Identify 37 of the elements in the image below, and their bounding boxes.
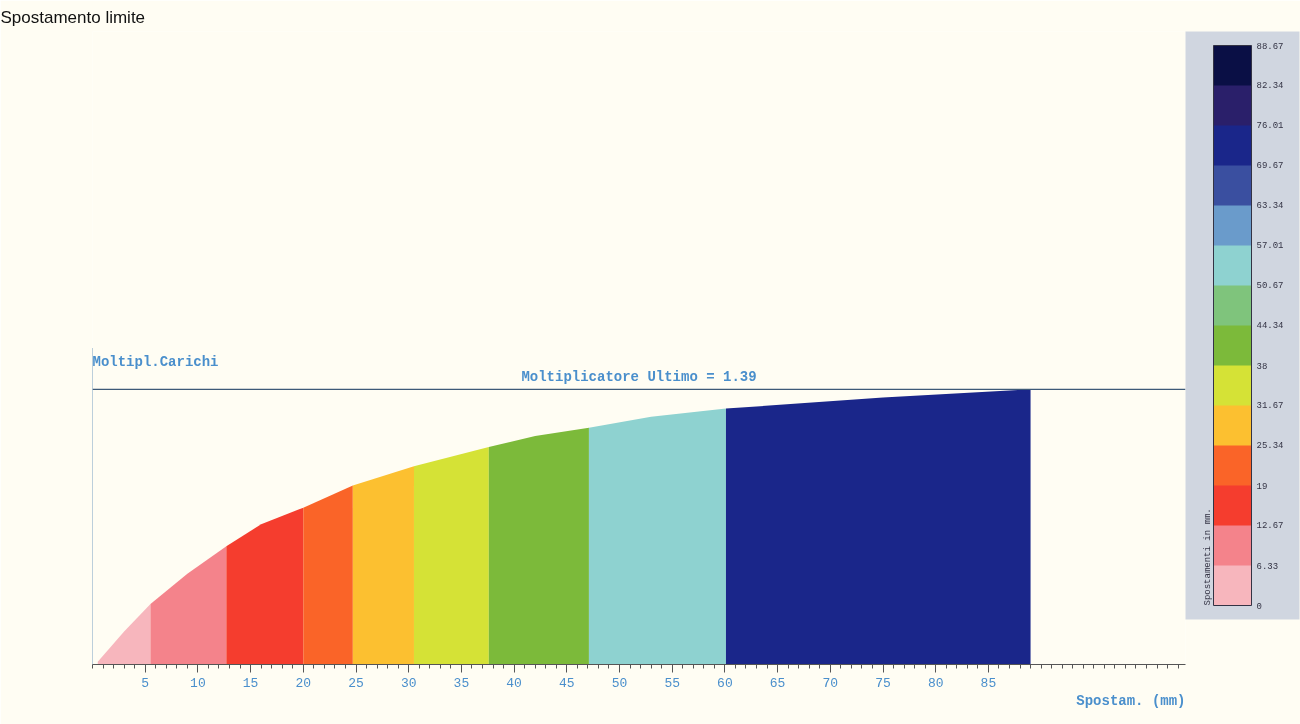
color-bar-label: 88.67 [1256, 41, 1284, 52]
x-tick-label: 45 [559, 675, 575, 691]
x-tick-label: 85 [980, 675, 997, 691]
x-tick-label: 25 [348, 675, 364, 691]
color-bar-label: 63.34 [1256, 201, 1284, 212]
x-tick-label: 65 [769, 675, 786, 691]
color-bar-label: 25.34 [1256, 441, 1284, 452]
x-tick-label: 80 [927, 675, 944, 691]
color-bar-label: 57.01 [1256, 241, 1284, 252]
x-tick-label: 35 [453, 675, 470, 691]
color-bar-label: 6.33 [1256, 561, 1279, 572]
color-bar-title: Spostamenti in mm. [1202, 508, 1213, 606]
x-tick-label: 5 [141, 675, 150, 691]
x-tick-label: 50 [611, 675, 628, 691]
x-tick-label: 75 [875, 675, 891, 691]
color-bar-label: 76.01 [1256, 121, 1284, 132]
color-bar-label: 38 [1256, 361, 1268, 372]
text: Moltiplicatore Ultimo = 1.39 [521, 369, 757, 386]
color-bar-label: 12.67 [1256, 521, 1284, 532]
color-bar-label: 69.67 [1256, 161, 1284, 172]
x-tick-label: 20 [295, 675, 312, 691]
x-tick-label: 70 [822, 675, 839, 691]
chart-title: Spostamento limite [0, 7, 146, 27]
x-axis-title: Spostam. (mm) [1076, 692, 1186, 709]
y-axis-title: Moltipl.Carichi [92, 354, 219, 370]
color-bar-label: 82.34 [1256, 81, 1284, 92]
x-tick-label: 15 [242, 675, 259, 691]
x-tick-label: 30 [400, 675, 417, 691]
x-tick-label: 55 [664, 675, 681, 691]
x-tick-label: 10 [190, 675, 206, 691]
color-bar-label: 19 [1256, 481, 1268, 492]
x-tick-label: 60 [717, 675, 733, 691]
color-bar-label: 31.67 [1256, 401, 1284, 412]
color-bar-label: 0 [1256, 601, 1262, 612]
color-bar-label: 44.34 [1256, 321, 1284, 332]
color-bar-label: 50.67 [1256, 281, 1284, 292]
x-tick-label: 40 [506, 675, 522, 691]
